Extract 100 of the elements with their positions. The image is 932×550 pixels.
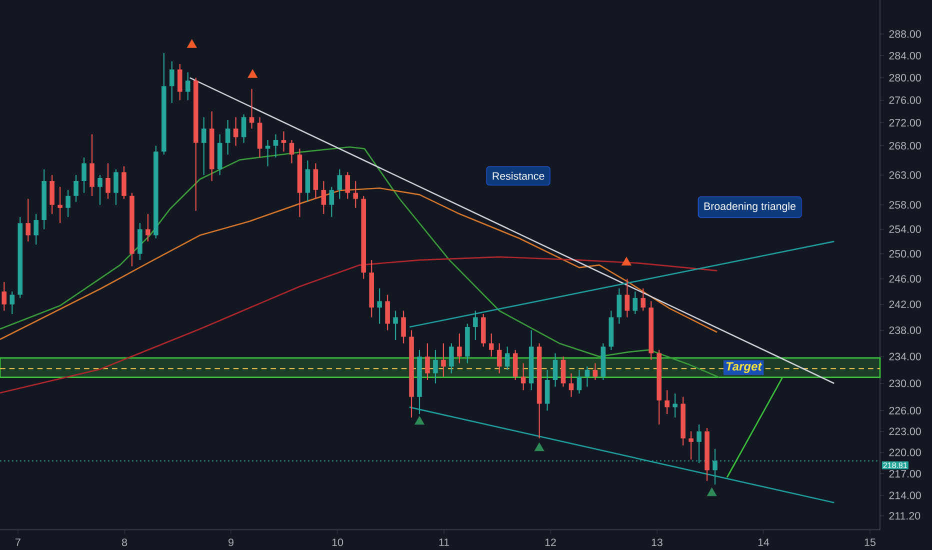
candlestick <box>584 366 590 388</box>
x-tick-label: 10 <box>332 538 344 546</box>
candlestick <box>512 349 518 381</box>
candlestick <box>233 116 238 146</box>
candlestick <box>305 160 310 202</box>
candlestick <box>488 332 494 358</box>
y-tick-label: 242.00 <box>889 300 921 308</box>
x-tick-label: 11 <box>439 538 450 546</box>
candlestick <box>74 174 78 202</box>
candlestick <box>122 166 126 200</box>
point <box>248 69 258 78</box>
ref-line-label: 218.81 <box>883 462 908 468</box>
point <box>534 442 544 452</box>
candlestick <box>377 288 382 324</box>
candlestick <box>34 213 38 246</box>
y-tick-label: 238.00 <box>889 326 921 334</box>
x-tick-label: 13 <box>652 538 662 546</box>
candlestick <box>664 390 670 415</box>
candlestick <box>169 60 174 104</box>
x-tick-label: 15 <box>864 538 876 546</box>
candlestick <box>241 114 246 144</box>
y-tick-label: 234.00 <box>889 352 921 360</box>
candlestick <box>146 213 150 242</box>
candlestick <box>560 356 566 388</box>
candlestick <box>544 369 550 412</box>
candlestick <box>225 119 230 156</box>
candlestick <box>273 134 278 158</box>
candlestick <box>289 139 294 164</box>
candlestick <box>58 186 62 224</box>
line-series <box>0 256 718 394</box>
candlestick <box>90 134 94 196</box>
point <box>187 39 197 48</box>
annotation: Resistance <box>492 172 544 180</box>
y-tick-label: 230.00 <box>889 380 921 388</box>
candlestick <box>457 332 462 364</box>
candlestick <box>329 186 334 218</box>
y-tick-label: 284.00 <box>889 52 921 60</box>
candlestick <box>441 342 446 378</box>
point <box>706 488 717 496</box>
candlestick <box>2 281 7 312</box>
x-tick-label: 7 <box>16 538 20 546</box>
candlestick <box>672 393 678 418</box>
candlestick <box>10 291 15 315</box>
candlestick <box>345 172 350 200</box>
y-tick-label: 223.00 <box>889 428 921 436</box>
candlestick <box>50 174 54 214</box>
x-tick-label: 12 <box>545 538 556 546</box>
candlestick <box>249 88 254 130</box>
x-tick-label: 8 <box>122 538 127 546</box>
y-tick-label: 226.00 <box>889 406 921 414</box>
candlestick <box>504 346 510 370</box>
y-tick-label: 250.00 <box>889 250 921 258</box>
candlestick <box>496 342 502 374</box>
candlestick <box>281 130 286 152</box>
y-tick-label: 254.00 <box>889 225 921 233</box>
point <box>622 256 632 266</box>
y-tick-label: 280.00 <box>889 74 921 82</box>
candlestick <box>568 372 574 398</box>
y-tick-label: 258.00 <box>889 201 921 209</box>
candlestick <box>592 362 598 381</box>
y-tick-label: 288.00 <box>889 30 921 38</box>
candlestick <box>576 369 582 394</box>
candlestick <box>321 180 326 214</box>
candlestick <box>201 116 206 176</box>
y-tick-label: 263.00 <box>889 171 921 179</box>
candlestick <box>353 180 358 208</box>
candlestick <box>616 288 622 324</box>
candlestick <box>688 430 694 460</box>
candlestick <box>640 288 646 312</box>
y-tick-label: 211.20 <box>889 512 920 520</box>
candlestick <box>82 156 86 194</box>
candlestick <box>66 189 70 218</box>
candlestick <box>185 72 190 101</box>
candlestick <box>393 310 398 341</box>
candlestick <box>552 352 558 388</box>
candlestick <box>313 162 318 200</box>
y-tick-label: 246.00 <box>889 275 921 283</box>
candlestick <box>385 294 390 331</box>
x-tick-label: 9 <box>228 538 234 546</box>
y-tick-label: 214.00 <box>889 492 921 500</box>
candlestick <box>106 162 110 200</box>
x-tick-label: 14 <box>758 538 770 546</box>
candlestick <box>177 63 182 101</box>
y-tick-label: 268.00 <box>889 142 921 150</box>
candlestick <box>520 362 526 391</box>
candlestick <box>98 174 102 206</box>
candlestick <box>624 278 630 318</box>
y-tick-label: 276.00 <box>889 96 921 104</box>
point <box>414 416 424 425</box>
band-label: Target <box>726 362 762 373</box>
candlestick <box>26 198 31 242</box>
candlestick <box>425 342 430 381</box>
candlestick <box>337 168 342 200</box>
annotation: Broadening triangle <box>704 202 796 212</box>
candlestick <box>401 310 406 344</box>
y-tick-label: 217.00 <box>889 470 921 478</box>
candlestick <box>632 291 638 315</box>
candlestick <box>114 168 118 206</box>
y-tick-label: 220.00 <box>889 448 921 456</box>
candlestick <box>449 342 454 374</box>
